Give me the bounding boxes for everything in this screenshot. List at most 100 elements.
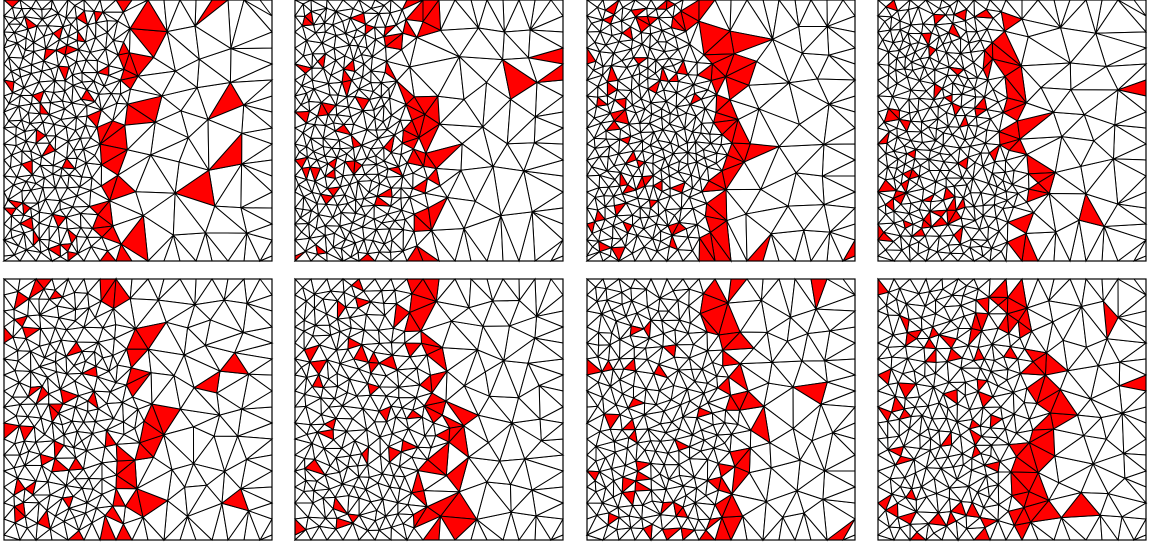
triangle xyxy=(701,107,715,124)
triangle xyxy=(935,347,949,363)
triangle xyxy=(973,78,989,98)
triangle xyxy=(1006,372,1022,394)
triangle xyxy=(375,146,385,162)
triangle xyxy=(384,32,404,51)
triangle xyxy=(986,379,999,399)
triangle xyxy=(629,335,652,348)
panel-border xyxy=(586,278,856,541)
triangle xyxy=(357,464,369,479)
triangle xyxy=(908,89,921,100)
triangle xyxy=(306,431,319,445)
triangle xyxy=(781,489,805,518)
triangle xyxy=(786,316,809,343)
triangle xyxy=(941,87,954,99)
triangle xyxy=(390,405,403,418)
triangle xyxy=(920,193,936,203)
triangle xyxy=(609,238,627,249)
triangle xyxy=(300,222,311,240)
triangle xyxy=(993,356,1009,371)
triangle xyxy=(653,373,669,392)
triangle xyxy=(349,8,366,19)
triangle xyxy=(1100,412,1124,441)
triangle xyxy=(1076,414,1103,437)
triangle xyxy=(618,32,635,43)
triangle xyxy=(919,413,929,436)
triangle xyxy=(11,6,23,20)
triangle xyxy=(301,286,316,302)
triangle xyxy=(89,126,101,146)
panel-border xyxy=(586,0,856,262)
triangle xyxy=(892,234,903,252)
triangle xyxy=(424,177,442,195)
triangle xyxy=(619,184,629,195)
triangle xyxy=(791,381,828,406)
triangle xyxy=(886,435,905,451)
triangle xyxy=(915,485,928,501)
triangle xyxy=(670,16,688,33)
triangle xyxy=(7,17,23,25)
triangle xyxy=(91,429,107,448)
triangle xyxy=(55,371,68,391)
triangle xyxy=(960,206,977,222)
triangle xyxy=(131,371,153,405)
triangle xyxy=(354,296,373,309)
triangle xyxy=(1025,300,1054,323)
triangle xyxy=(660,230,674,243)
triangle xyxy=(1035,374,1062,405)
triangle xyxy=(315,224,326,237)
triangle xyxy=(372,95,385,112)
triangle xyxy=(661,319,677,335)
triangle xyxy=(639,206,650,219)
triangle xyxy=(394,416,410,431)
triangle xyxy=(95,493,114,509)
triangle xyxy=(965,501,981,519)
triangle xyxy=(711,409,727,424)
triangle xyxy=(9,153,23,169)
triangle xyxy=(412,136,427,155)
triangle xyxy=(73,446,88,459)
triangle xyxy=(10,228,26,239)
triangle xyxy=(47,388,64,405)
triangle xyxy=(302,195,318,212)
triangle xyxy=(935,244,952,254)
triangle xyxy=(352,514,369,532)
triangle xyxy=(476,348,505,373)
triangle xyxy=(886,166,898,180)
triangle xyxy=(115,442,141,462)
triangle xyxy=(935,333,953,350)
triangle xyxy=(951,102,962,117)
triangle xyxy=(324,216,341,227)
triangle xyxy=(303,375,313,396)
triangle xyxy=(903,61,914,71)
triangle xyxy=(61,291,77,311)
triangle xyxy=(460,165,494,203)
triangle xyxy=(632,43,649,59)
triangle xyxy=(598,173,610,189)
triangle xyxy=(300,155,311,169)
triangle xyxy=(335,517,355,530)
triangle xyxy=(770,205,805,235)
triangle xyxy=(25,174,37,185)
triangle xyxy=(960,93,977,108)
triangle xyxy=(458,27,504,61)
triangle xyxy=(344,183,357,201)
triangle xyxy=(1019,330,1033,351)
triangle xyxy=(41,7,53,21)
triangle xyxy=(340,242,356,259)
triangle xyxy=(753,331,773,364)
triangle xyxy=(27,385,44,399)
triangle xyxy=(677,73,695,86)
triangle xyxy=(896,76,912,92)
triangle xyxy=(369,301,386,317)
triangle xyxy=(892,190,908,200)
triangle xyxy=(962,196,976,208)
triangle xyxy=(509,81,538,118)
triangle xyxy=(1007,506,1026,527)
triangle xyxy=(29,202,41,214)
triangle xyxy=(974,96,986,110)
triangle xyxy=(314,31,327,45)
triangle xyxy=(721,331,755,351)
panel-border xyxy=(294,278,564,541)
triangle xyxy=(184,484,208,518)
triangle xyxy=(61,157,77,170)
